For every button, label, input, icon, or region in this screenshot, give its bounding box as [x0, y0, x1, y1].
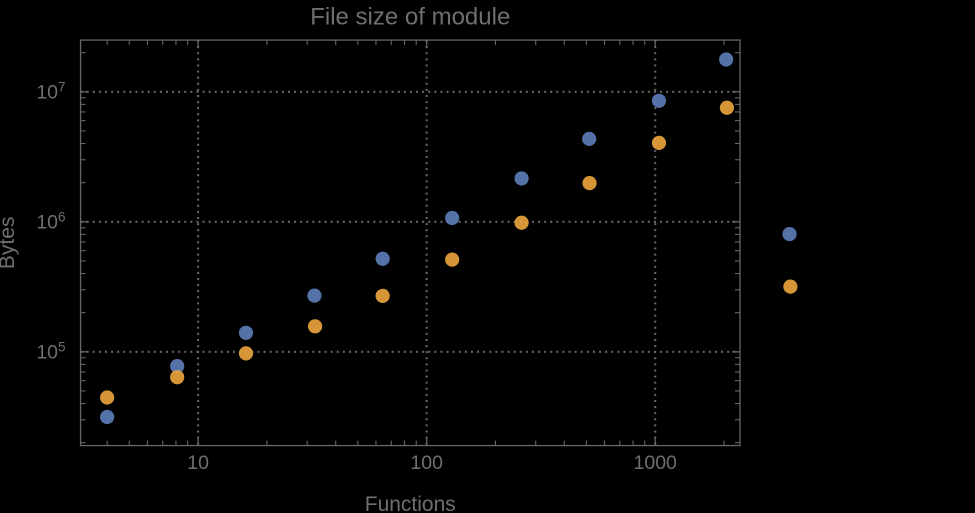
svg-text:File size of module: File size of module [310, 4, 510, 31]
svg-text:Functions: Functions [365, 493, 456, 513]
svg-text:Bytes: Bytes [0, 217, 19, 270]
svg-text:1000: 1000 [634, 452, 678, 474]
svg-text:10: 10 [187, 452, 209, 474]
svg-text:100: 100 [410, 452, 443, 474]
